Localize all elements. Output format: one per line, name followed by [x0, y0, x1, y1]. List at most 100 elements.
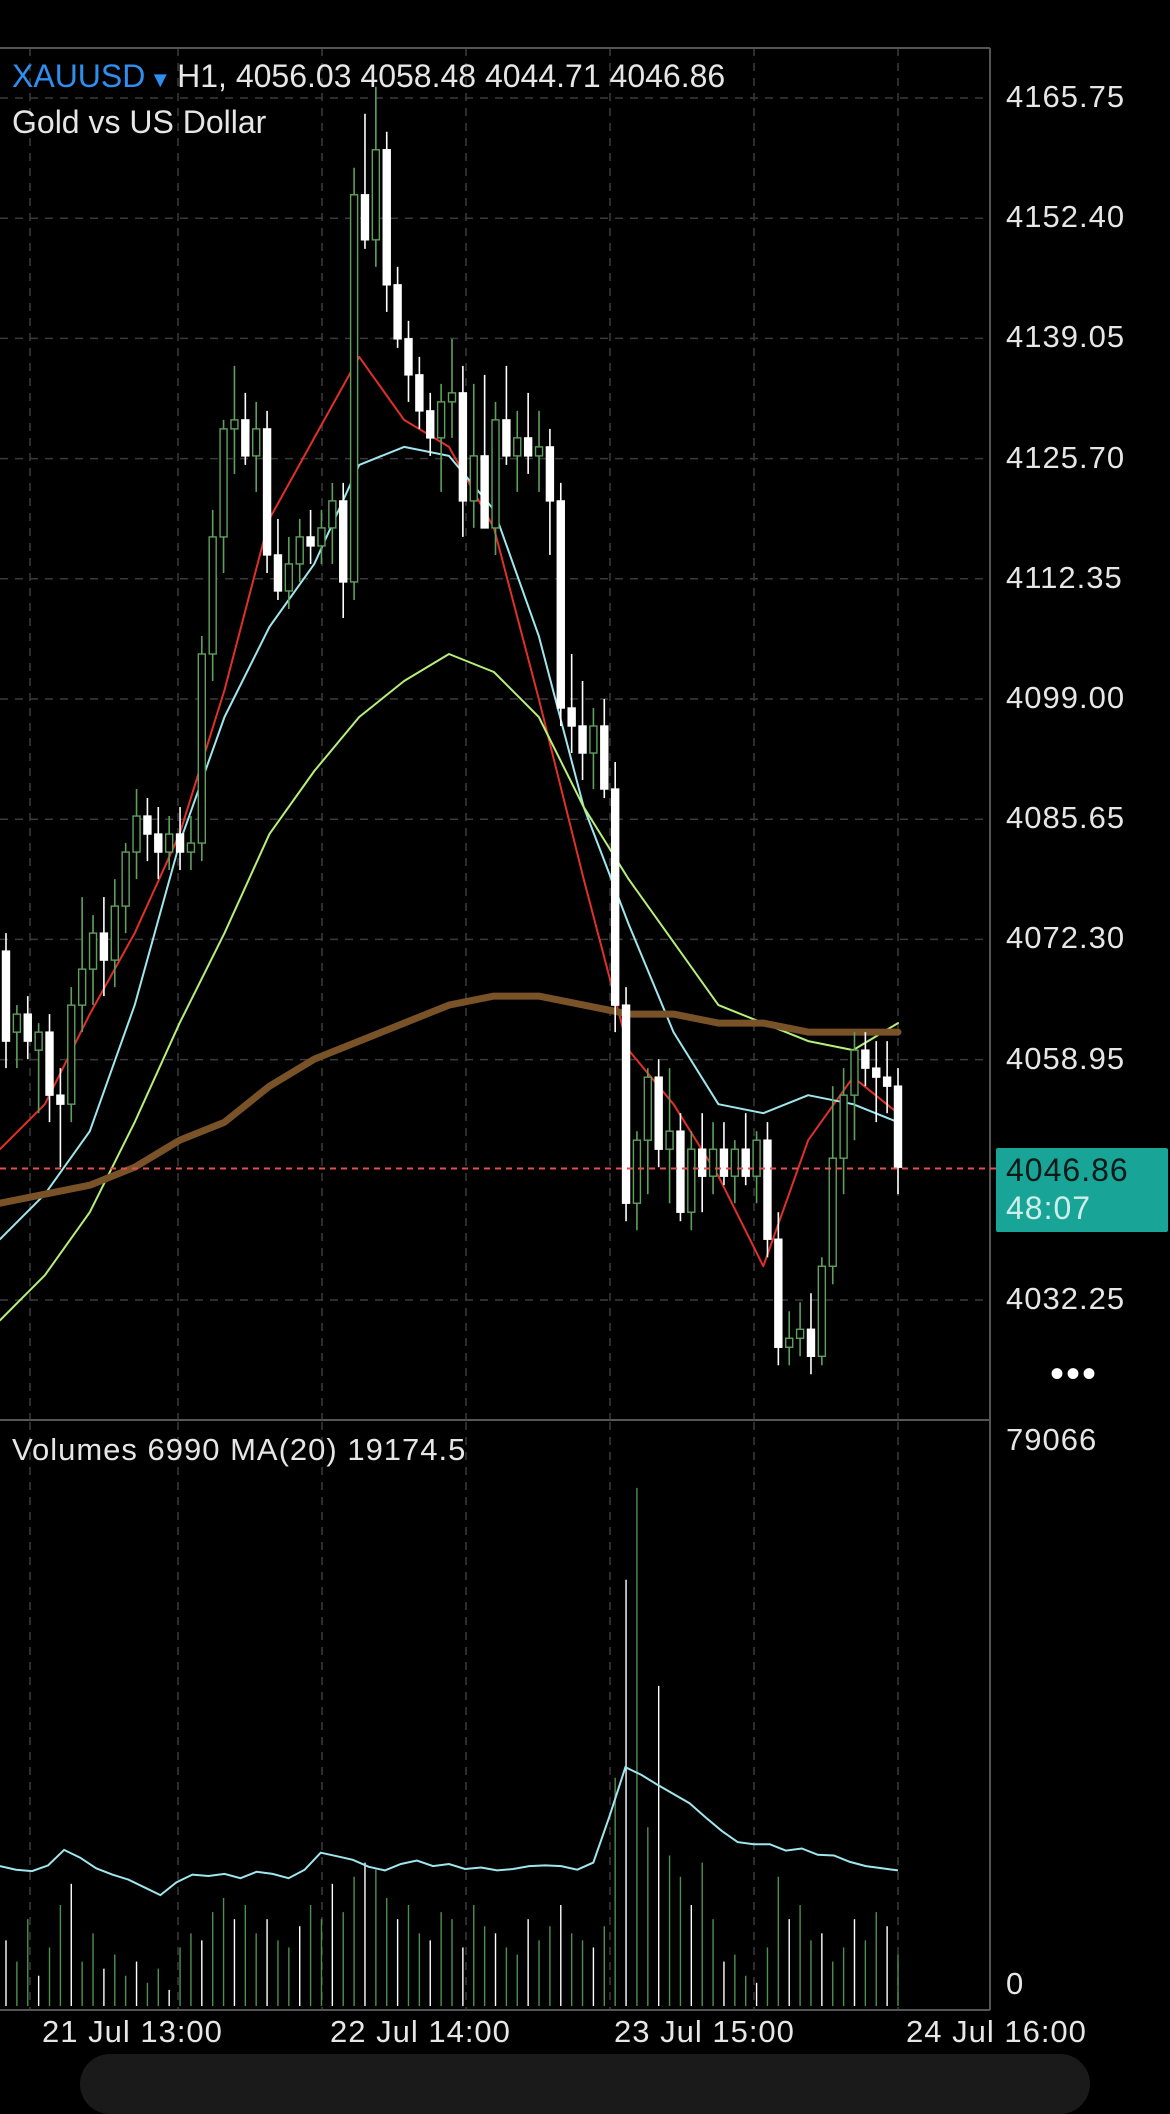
candle-body [121, 851, 130, 907]
candle-body [872, 1067, 881, 1078]
candle-body [774, 1238, 783, 1348]
status-bar [0, 0, 1170, 16]
candle-body [143, 815, 152, 835]
candle-body [719, 1148, 729, 1177]
candle-body [251, 428, 261, 457]
bar-countdown: 48:07 [1006, 1190, 1092, 1226]
candle-body [534, 446, 544, 457]
price-tick-label: 4099.00 [1006, 680, 1126, 715]
candle-body [23, 1013, 32, 1042]
candle-body [284, 563, 294, 592]
candle-body [56, 1094, 65, 1105]
candle-body [458, 392, 468, 502]
candle-body [77, 968, 87, 1006]
candle-body [197, 653, 207, 844]
candle-body [513, 437, 522, 457]
candle-body [360, 194, 370, 241]
candle-body [262, 428, 272, 556]
candle-body [34, 1031, 43, 1051]
candle-body [469, 455, 478, 502]
candle-body [45, 1031, 54, 1096]
candle-body [371, 149, 381, 241]
more-options-icon[interactable]: ••• [1050, 1352, 1099, 1396]
candle-body [752, 1139, 761, 1177]
time-tick-label: 22 Jul 14:00 [330, 2014, 511, 2049]
candle-body [556, 500, 565, 709]
price-tick-label: 4152.40 [1006, 199, 1126, 235]
candle-body [491, 419, 500, 529]
price-tick-label: 4125.70 [1006, 439, 1126, 475]
candle-body [317, 527, 326, 547]
symbol-selector[interactable]: XAUUSD [12, 58, 146, 94]
candle-body [88, 932, 98, 970]
candle-body [415, 374, 424, 412]
candle-body [339, 500, 348, 583]
volume-bars [5, 1487, 899, 2006]
candle-body [382, 149, 391, 286]
candle-body [154, 833, 163, 853]
moving-average-line [0, 445, 899, 1241]
candle-body [741, 1148, 750, 1177]
symbol-dropdown-icon[interactable]: ▼ [149, 67, 172, 92]
candle-body [730, 1148, 740, 1177]
price-tick-label: 4165.75 [1006, 79, 1126, 114]
candle-body [676, 1130, 685, 1213]
candle-body [578, 725, 587, 754]
price-tick-label: 4032.25 [1006, 1281, 1126, 1316]
candle-body [687, 1148, 696, 1213]
candle-body [785, 1337, 794, 1348]
candle-body [861, 1049, 870, 1069]
current-price: 4046.86 [1006, 1152, 1129, 1188]
candle-body [12, 1013, 22, 1033]
candle-body [175, 833, 185, 853]
candle-body [697, 1148, 707, 1177]
price-tick-label: 4058.95 [1006, 1040, 1126, 1076]
candle-body [523, 437, 533, 457]
candle-body [708, 1148, 718, 1177]
candle-body [654, 1076, 663, 1150]
candle-body [828, 1157, 837, 1267]
candle-body [1, 950, 11, 1042]
price-tick-label: 4072.30 [1006, 920, 1126, 956]
volume-tick-label: 0 [1006, 1966, 1025, 2001]
candle-body [110, 905, 119, 961]
candle-body [99, 932, 109, 961]
candle-body [230, 419, 239, 430]
candle-body [273, 554, 283, 592]
candle-body [447, 392, 457, 403]
moving-average-line [0, 992, 902, 1207]
candle-body [795, 1328, 805, 1339]
candle-body [882, 1076, 892, 1087]
current-price-tag: 4046.86 48:07 [996, 1148, 1168, 1232]
candle-body [426, 410, 435, 439]
candle-body [621, 1004, 631, 1204]
ohlc-values: 4056.03 4058.48 4044.71 4046.86 [235, 58, 726, 94]
time-tick-label: 24 Jul 16:00 [906, 2014, 1087, 2049]
timeframe-label[interactable]: H1, [177, 58, 227, 94]
candlesticks [1, 86, 903, 1375]
candle-body [241, 419, 250, 457]
candle-body [817, 1265, 827, 1357]
candle-body [186, 842, 196, 853]
candle-body [164, 833, 174, 853]
candle-body [806, 1328, 816, 1357]
time-tick-label: 23 Jul 15:00 [614, 2014, 795, 2049]
moving-average-lines [0, 355, 902, 1322]
bottom-navigation[interactable] [80, 2054, 1090, 2114]
candle-body [502, 419, 511, 457]
candle-body [665, 1130, 674, 1150]
candle-body [132, 815, 141, 853]
candle-body [850, 1049, 859, 1096]
candle-body [208, 536, 217, 655]
candle-body [643, 1076, 653, 1141]
symbol-description: Gold vs US Dollar [12, 104, 267, 140]
candle-body [295, 536, 304, 565]
volume-ma-line [0, 1765, 899, 1897]
time-tick-label: 21 Jul 13:00 [42, 2014, 223, 2049]
volume-tick-label: 79066 [1006, 1422, 1098, 1457]
candle-body [404, 338, 413, 376]
volume-ma-line [0, 1765, 899, 1897]
candle-body [436, 401, 446, 439]
price-tick-label: 4085.65 [1006, 800, 1126, 836]
